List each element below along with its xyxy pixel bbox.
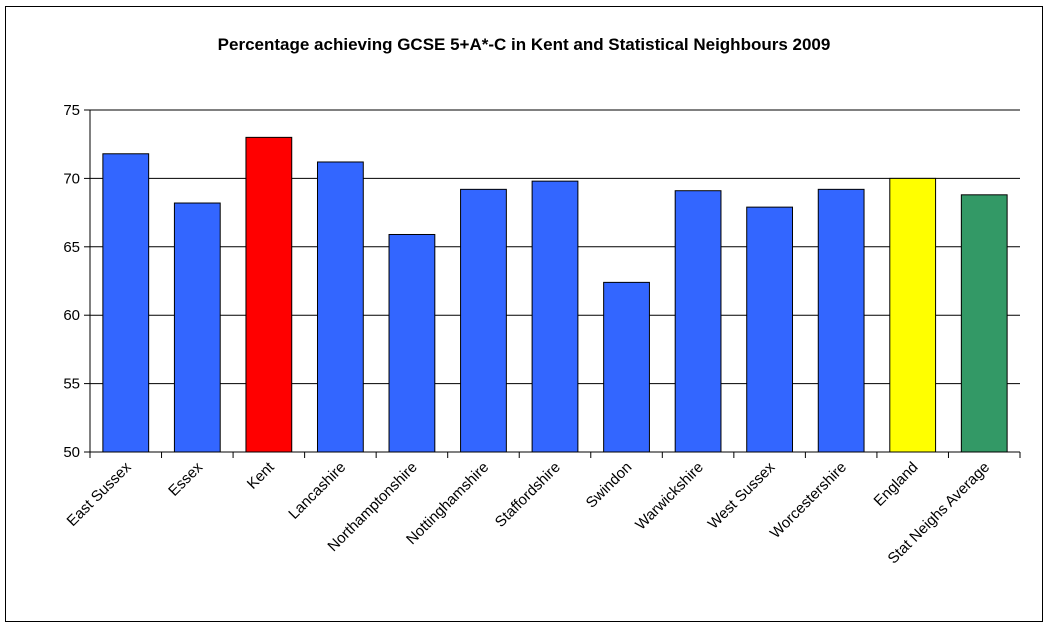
bar <box>173 202 221 453</box>
bar <box>674 190 722 453</box>
bar <box>245 136 293 453</box>
x-tick-label: Kent <box>244 458 278 492</box>
x-tick-labels: East Sussex Essex Kent LancashireNorthampto… <box>64 458 993 567</box>
bar <box>603 281 650 453</box>
x-tick-label: Essex <box>165 458 206 499</box>
x-tick-label: Warwickshire <box>632 459 707 534</box>
bar <box>316 161 364 453</box>
y-tick-labels: 50 55 60 65 70 75 <box>63 102 80 461</box>
x-tick-label: West Sussex <box>705 458 779 532</box>
y-tick-label: 55 <box>63 376 80 393</box>
bar <box>889 177 937 453</box>
x-tick-label: Worcestershire <box>767 459 850 542</box>
y-tick-label: 60 <box>63 307 80 324</box>
x-tick-label: Lancashire <box>285 459 349 523</box>
bar <box>817 188 865 453</box>
chart-title: Percentage achieving GCSE 5+A*-C in Kent… <box>218 35 831 54</box>
bar <box>460 188 507 453</box>
y-tick-label: 75 <box>63 102 80 119</box>
bar <box>531 180 579 453</box>
x-tick-label: East Sussex <box>64 458 135 529</box>
x-tick-label: England <box>871 459 922 510</box>
y-tick-label: 50 <box>63 444 80 461</box>
y-tick-label: 70 <box>63 170 80 187</box>
y-tick-label: 65 <box>63 239 80 256</box>
x-tick-label: Staffordshire <box>492 459 564 531</box>
bar <box>102 153 150 453</box>
x-tick-label: Swindon <box>583 459 636 512</box>
axes <box>84 109 1021 458</box>
bar <box>746 206 794 453</box>
bar <box>960 194 1008 453</box>
bars <box>102 136 1008 453</box>
bar <box>388 233 436 453</box>
